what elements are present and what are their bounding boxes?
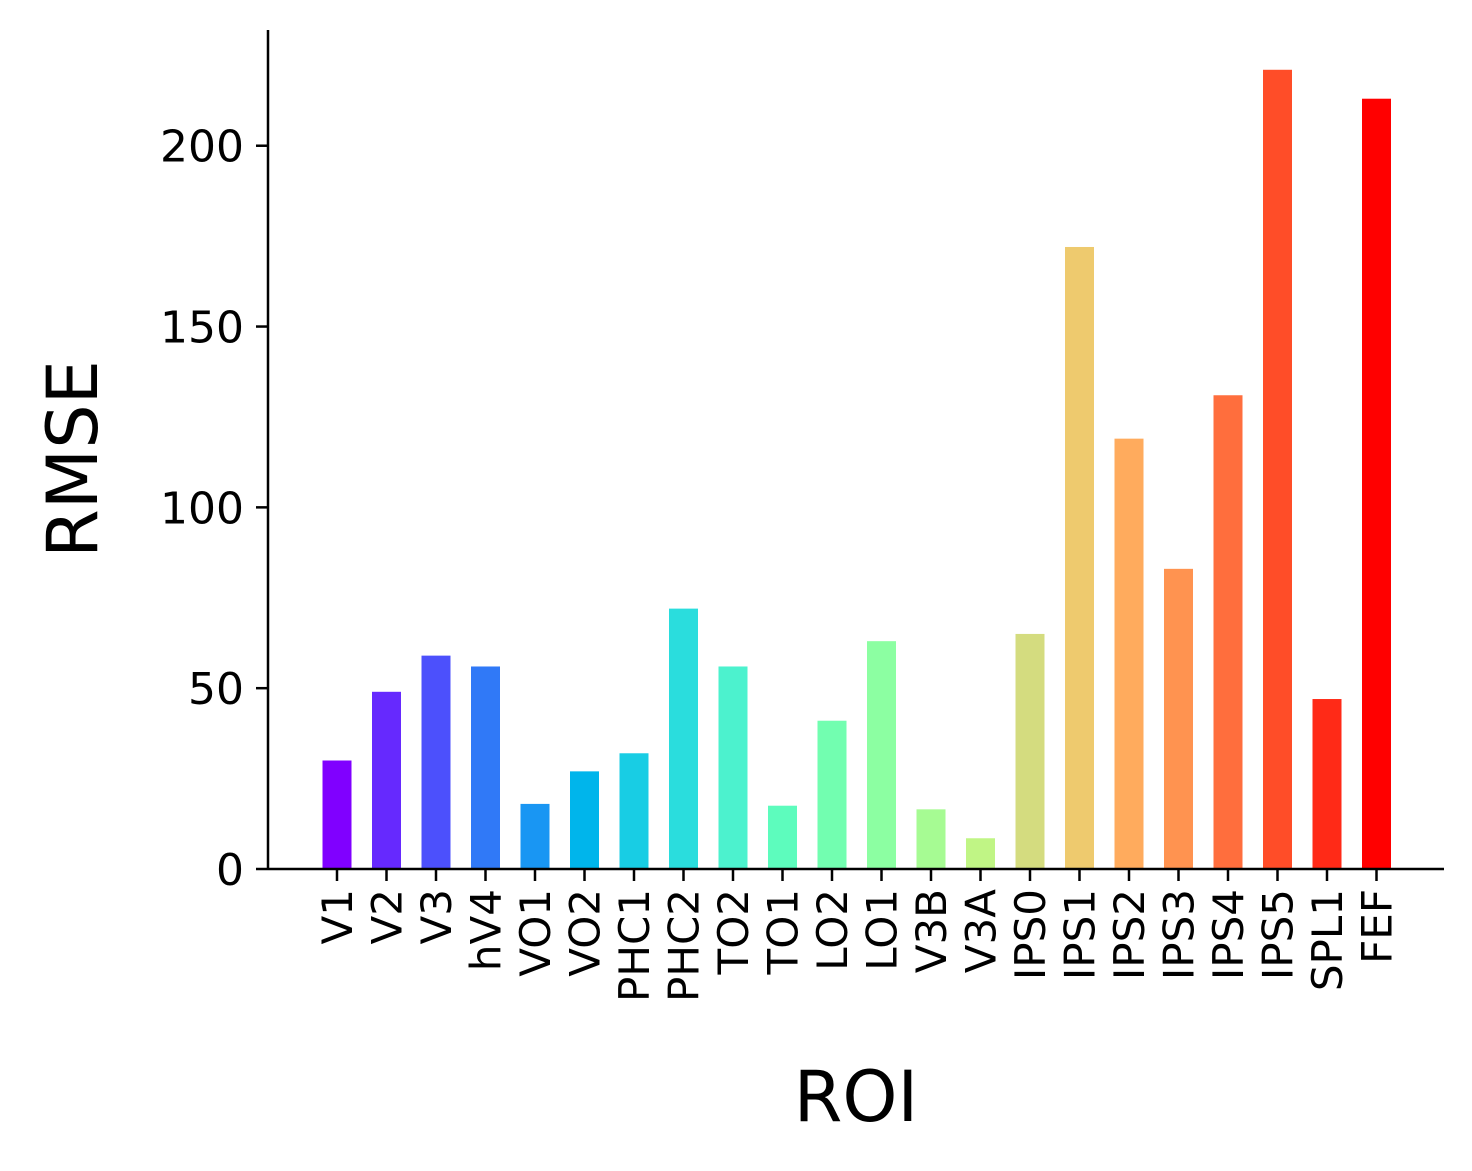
bar-vo2 [570,771,599,869]
y-tick-label: 100 [160,483,244,534]
bar-v1 [322,760,352,869]
bar-v2 [372,691,401,869]
x-tick-label: IPS3 [1155,889,1204,980]
x-axis-ticks: V1 V2 V3 hV4 VO1 VO2 PHC1 PHC2 TO2 TO1 LO2 LO1 V3B V3… [313,869,1402,1002]
bar-lo1 [867,641,896,869]
x-tick-label: IPS4 [1204,889,1253,980]
bar-fef [1362,98,1391,870]
y-tick-label: 0 [216,845,244,896]
bar-ips3 [1164,568,1193,869]
x-tick-label: IPS2 [1105,889,1154,980]
x-tick-label: SPL1 [1303,889,1352,991]
x-axis-title: ROI [794,1056,918,1138]
x-tick-label: IPS0 [1006,889,1055,980]
x-tick-label: TO2 [709,889,758,975]
bar-v3 [421,655,451,869]
y-tick-label: 200 [160,122,244,173]
bar-ips0 [1015,633,1045,869]
x-tick-label: FEF [1353,889,1402,964]
x-tick-label: LO2 [808,889,857,971]
y-tick-label: 50 [188,664,244,715]
bar-ips2 [1114,438,1144,869]
x-tick-label: PHC2 [660,889,709,1002]
x-tick-label: IPS5 [1254,889,1303,980]
x-tick-label: VO2 [561,889,610,977]
x-tick-label: PHC1 [610,889,659,1002]
y-axis-ticks: 0 50 100 150 200 [160,122,268,896]
x-tick-label: V1 [313,889,362,944]
x-tick-label: IPS1 [1056,889,1105,980]
bar-phc2 [669,608,698,869]
bar-to2 [718,666,748,869]
x-tick-label: VO1 [511,889,560,977]
bar-vo1 [520,803,550,869]
bar-spl1 [1312,699,1342,869]
x-tick-label: V2 [363,889,412,944]
bars-group [322,69,1391,870]
x-tick-label: TO1 [759,889,808,975]
y-axis-title: RMSE [32,360,114,558]
bar-hv4 [471,666,500,869]
x-tick-label: V3A [957,889,1006,973]
bar-lo2 [817,720,847,869]
bar-ips1 [1065,246,1094,869]
bar-ips4 [1213,395,1243,869]
x-tick-label: V3B [907,889,956,973]
bar-v3b [916,809,946,869]
bar-v3a [966,838,995,869]
x-tick-label: hV4 [462,889,511,971]
y-tick-label: 150 [160,303,244,354]
x-tick-label: LO1 [858,889,907,971]
bar-ips5 [1263,69,1292,870]
x-tick-label: V3 [412,889,461,944]
bar-to1 [768,805,797,869]
bar-phc1 [619,753,649,869]
